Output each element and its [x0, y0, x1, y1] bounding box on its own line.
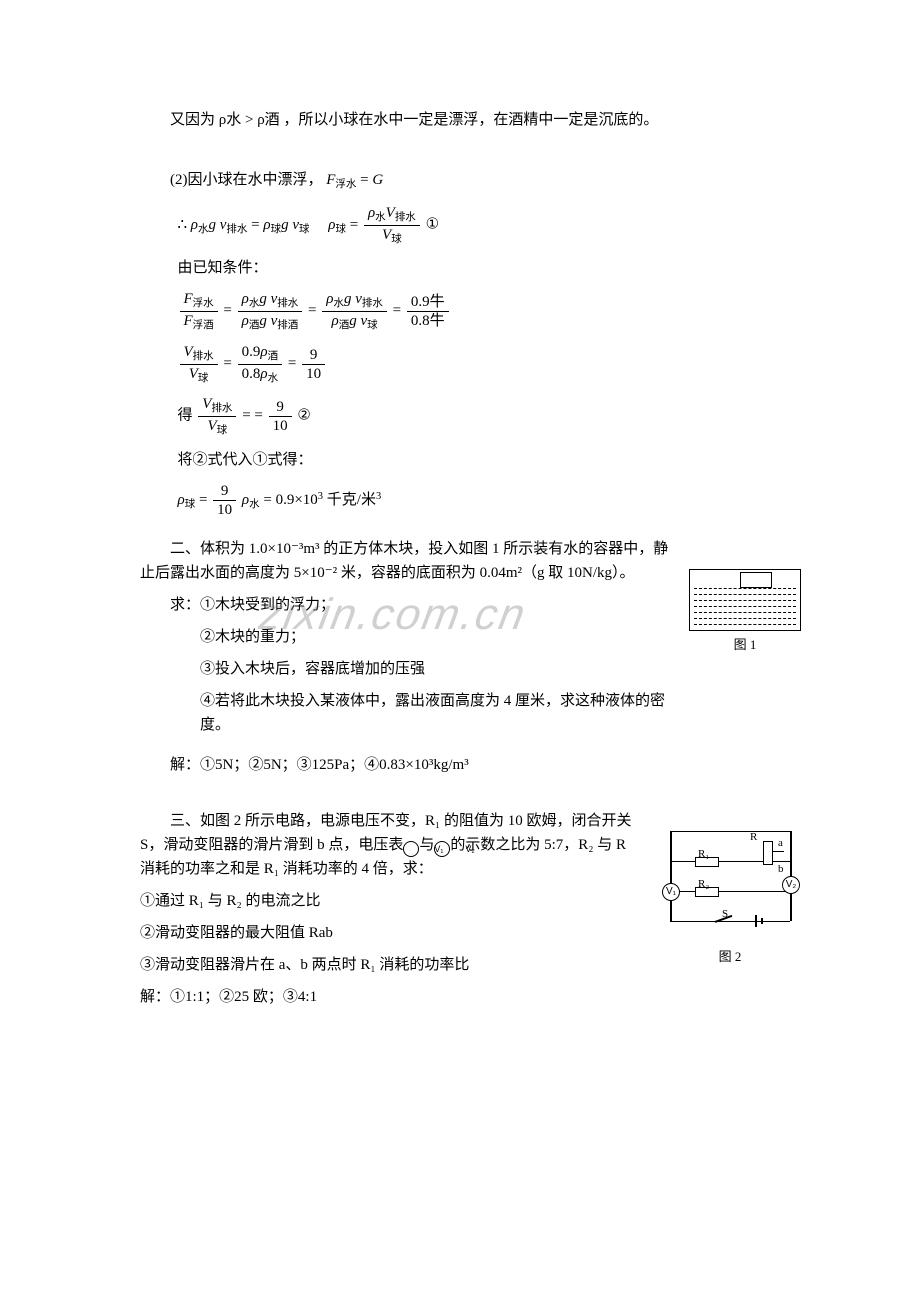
paragraph-1: 又因为 ρ水 > ρ酒 ，所以小球在水中一定是漂浮，在酒精中一定是沉底的。 [140, 108, 810, 132]
q3-ask3: ③滑动变阻器滑片在 a、b 两点时 R₁ 消耗的功率比 [140, 953, 640, 977]
figure-1-label: 图 1 [680, 635, 810, 656]
paragraph-4: 将②式代入①式得： [178, 448, 811, 472]
formula-inline: F浮水 = G [326, 172, 383, 188]
voltmeter-icon: V₁ [403, 841, 419, 857]
q2-ask3: ③投入木块后，容器底增加的压强 [140, 657, 670, 681]
q2-ask2: ②木块的重力； [140, 625, 670, 649]
text: ∴ ρ水g v排水 = ρ球g v球 [178, 217, 310, 233]
voltmeter-v2: V₂ [782, 876, 800, 894]
q2-ask4: ④若将此木块投入某液体中，露出液面高度为 4 厘米，求这种液体的密度。 [140, 689, 670, 737]
q2-title: 二、体积为 1.0×10⁻³m³ 的正方体木块，投入如图 1 所示装有水的容器中… [140, 537, 670, 585]
q3-title: 三、如图 2 所示电路，电源电压不变，R₁ 的阻值为 10 欧姆，闭合开关 S，… [140, 809, 640, 881]
marker: ① [426, 217, 439, 233]
voltmeter-icon: V₂ [434, 841, 450, 857]
q3-ask1: ①通过 R₁ 与 R₂ 的电流之比 [140, 889, 640, 913]
q3-answer: 解：①1:1；②25 欧；③4:1 [140, 985, 640, 1009]
q3-ask2: ②滑动变阻器的最大阻值 Rab [140, 921, 640, 945]
fraction: ρ水V排水 V球 [364, 204, 420, 246]
formula-4: 得 V排水V球 = = 910 ② [178, 395, 811, 437]
marker: ② [297, 408, 310, 424]
text: ρ球 = [328, 217, 362, 233]
figure-2-circuit: R₁ R₂ R a b V₁ V₂ S [660, 821, 800, 941]
paragraph-3: 由已知条件： [178, 256, 811, 280]
figure-2-label: 图 2 [650, 947, 810, 968]
text: 得 [178, 408, 193, 424]
q2-answer: 解：①5N；②5N；③125Pa；④0.83×10³kg/m³ [140, 753, 810, 777]
voltmeter-v1: V₁ [662, 883, 680, 901]
text: (2)因小球在水中漂浮， [170, 172, 323, 188]
q2-ask1: 求：①木块受到的浮力； [140, 593, 670, 617]
formula-1: ∴ ρ水g v排水 = ρ球g v球 ρ球 = ρ水V排水 V球 ① [178, 204, 811, 246]
figure-1 [689, 569, 801, 631]
formula-3: V排水V球 = 0.9ρ酒0.8ρ水 = 910 [178, 343, 811, 385]
formula-5: ρ球 = 910 ρ水 = 0.9×103 千克/米3 [178, 482, 811, 519]
paragraph-2: (2)因小球在水中漂浮， F浮水 = G [140, 168, 810, 194]
text: = = [242, 408, 263, 424]
formula-2: F浮水F浮酒 = ρ水g v排水ρ酒g v排酒 = ρ水g v排水ρ酒g v球 … [178, 290, 811, 332]
text: 与 [419, 837, 434, 853]
